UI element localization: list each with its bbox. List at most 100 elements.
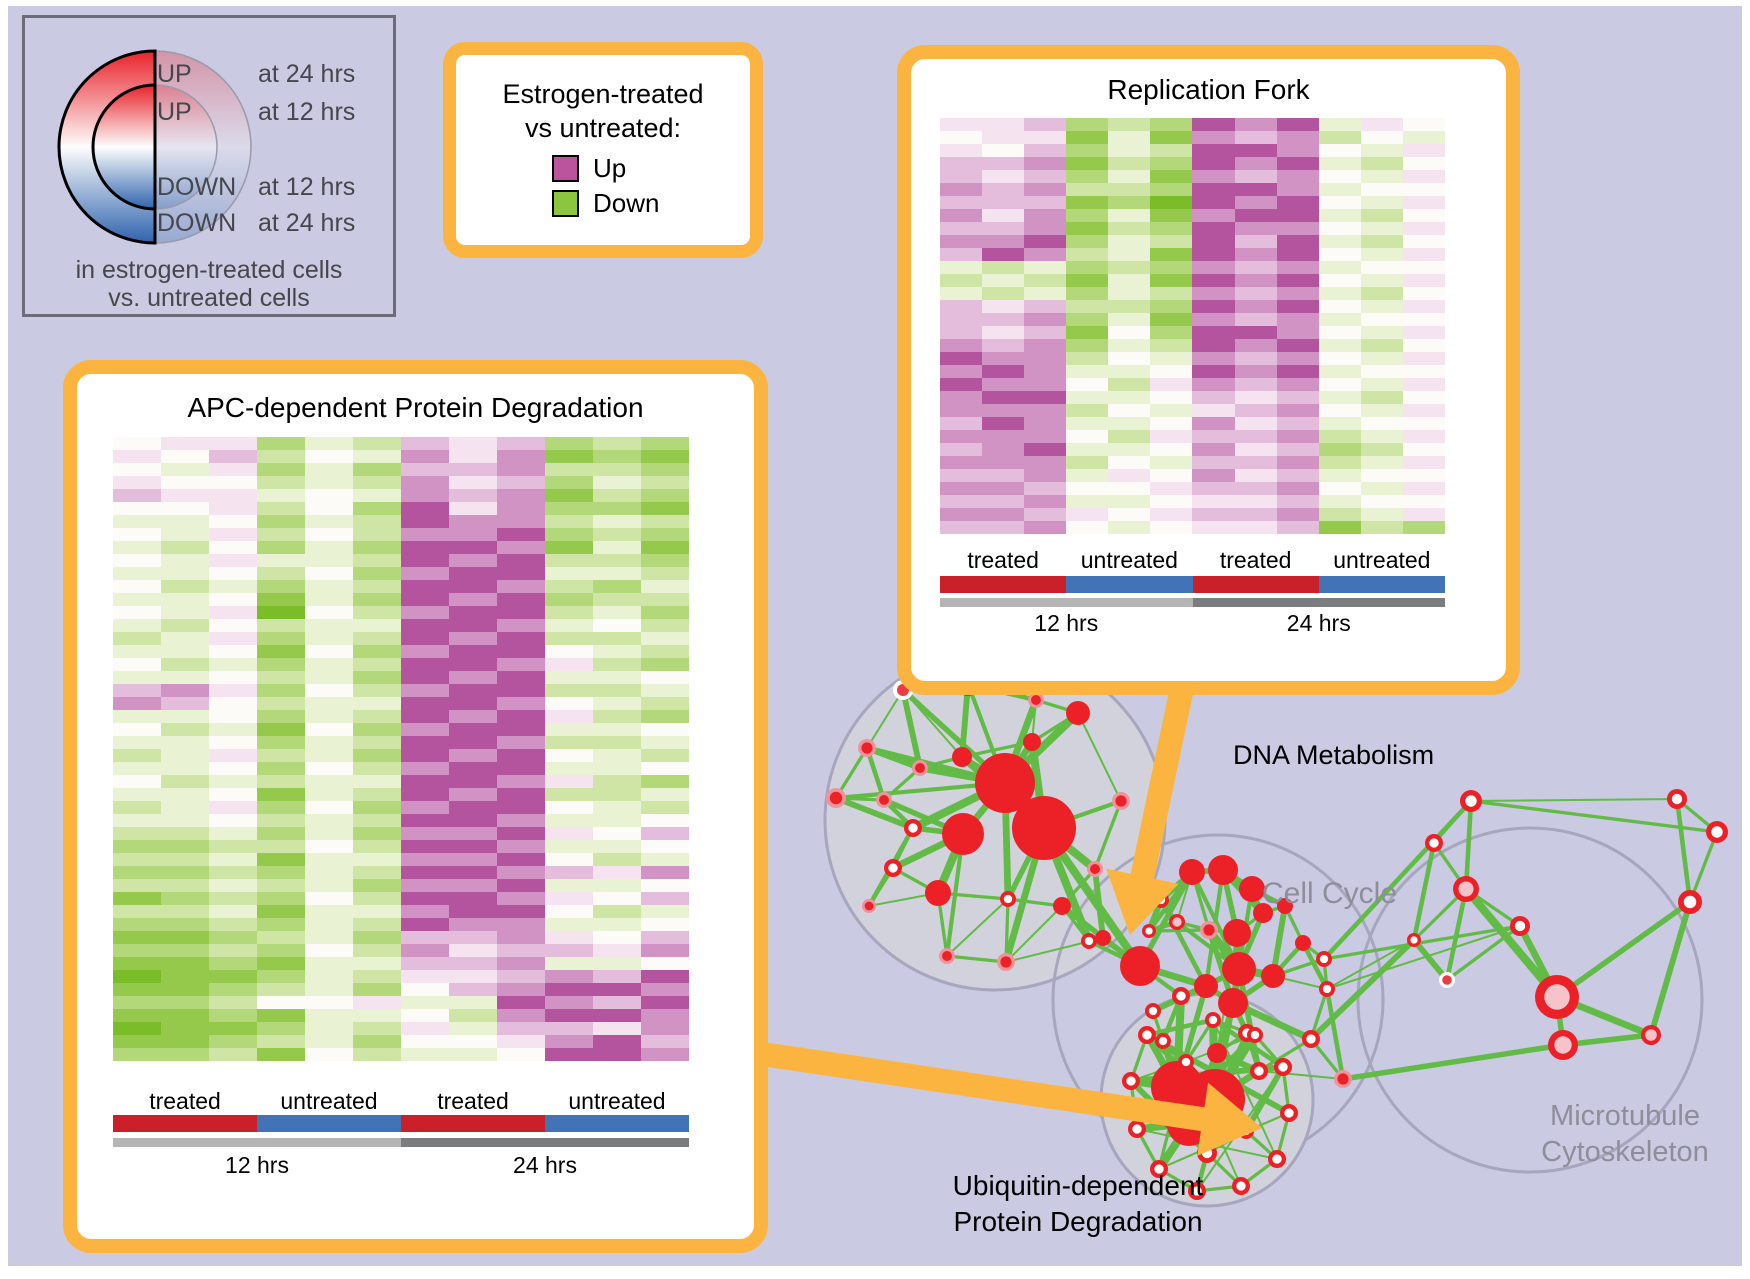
heatmap-cell bbox=[1276, 313, 1319, 326]
heatmap-cell bbox=[353, 944, 401, 957]
heatmap-cell bbox=[161, 827, 209, 840]
heatmap-cell bbox=[1318, 404, 1361, 417]
heatmap-cell bbox=[401, 580, 449, 593]
heatmap-cell bbox=[401, 567, 449, 580]
heatmap-row bbox=[113, 632, 689, 645]
heatmap-cell bbox=[257, 437, 305, 450]
heatmap-row bbox=[113, 866, 689, 879]
heatmap-cell bbox=[305, 1035, 353, 1048]
heatmap-cell bbox=[545, 866, 593, 879]
heatmap-cell bbox=[641, 996, 689, 1009]
heatmap-cell bbox=[449, 541, 497, 554]
heatmap-cell bbox=[982, 131, 1025, 144]
heatmap-cell bbox=[113, 1048, 161, 1061]
heatmap-cell bbox=[545, 541, 593, 554]
heatmap-cell bbox=[305, 1022, 353, 1035]
heatmap-cell bbox=[161, 983, 209, 996]
heatmap-cell bbox=[449, 502, 497, 515]
heatmap-cell bbox=[497, 580, 545, 593]
heatmap-cell bbox=[209, 554, 257, 567]
heatmap-cell bbox=[1066, 183, 1109, 196]
heatmap-cell bbox=[1150, 339, 1193, 352]
heatmap-cell bbox=[401, 541, 449, 554]
heatmap-cell bbox=[1150, 443, 1193, 456]
heatmap-cell bbox=[641, 684, 689, 697]
heatmap-cell bbox=[449, 944, 497, 957]
dna-metabolism-label: DNA Metabolism bbox=[1233, 740, 1435, 770]
heatmap-cell bbox=[982, 365, 1025, 378]
heatmap-cell bbox=[1108, 261, 1151, 274]
replication-fork-panel: Replication Fork treated untreated treat… bbox=[897, 45, 1520, 695]
heatmap-cell bbox=[257, 632, 305, 645]
network-node-center bbox=[1000, 956, 1012, 968]
heatmap-cell bbox=[497, 970, 545, 983]
heatmap-cell bbox=[940, 261, 983, 274]
network-edge bbox=[1077, 712, 1122, 802]
heatmap-cell bbox=[1318, 261, 1361, 274]
heatmap-cell bbox=[1276, 196, 1319, 209]
heatmap-row bbox=[113, 658, 689, 671]
heatmap-cell bbox=[641, 528, 689, 541]
heatmap-cell bbox=[545, 619, 593, 632]
heatmap-cell bbox=[1192, 157, 1235, 170]
rf-group-untreated-24: untreated bbox=[1333, 547, 1431, 573]
heatmap-cell bbox=[1360, 118, 1403, 131]
heatmap-cell bbox=[257, 970, 305, 983]
heatmap-cell bbox=[113, 567, 161, 580]
heatmap-cell bbox=[545, 723, 593, 736]
rf-timebar-24 bbox=[1192, 598, 1445, 607]
heatmap-cell bbox=[401, 515, 449, 528]
network-node-center bbox=[1544, 984, 1570, 1010]
heatmap-cell bbox=[209, 502, 257, 515]
heatmap-cell bbox=[497, 736, 545, 749]
heatmap-cell bbox=[1108, 222, 1151, 235]
heatmap-cell bbox=[1192, 170, 1235, 183]
heatmap-cell bbox=[401, 970, 449, 983]
heatmap-cell bbox=[1024, 118, 1067, 131]
heatmap-cell bbox=[982, 183, 1025, 196]
heatmap-cell bbox=[1360, 261, 1403, 274]
heatmap-cell bbox=[401, 801, 449, 814]
heatmap-cell bbox=[982, 456, 1025, 469]
heatmap-cell bbox=[353, 476, 401, 489]
heatmap-cell bbox=[161, 957, 209, 970]
heatmap-row bbox=[113, 671, 689, 684]
heatmap-cell bbox=[161, 645, 209, 658]
heatmap-row bbox=[940, 469, 1445, 482]
heatmap-cell bbox=[113, 944, 161, 957]
heatmap-cell bbox=[1024, 352, 1067, 365]
heatmap-cell bbox=[257, 944, 305, 957]
heatmap-cell bbox=[113, 489, 161, 502]
heatmap-row bbox=[113, 710, 689, 723]
heatmap-cell bbox=[1108, 144, 1151, 157]
heatmap-cell bbox=[1276, 521, 1319, 534]
network-node bbox=[1261, 964, 1285, 988]
heatmap-cell bbox=[593, 606, 641, 619]
heatmap-cell bbox=[305, 671, 353, 684]
heatmap-cell bbox=[1402, 521, 1445, 534]
heatmap-row bbox=[113, 788, 689, 801]
heatmap-cell bbox=[449, 996, 497, 1009]
heatmap-cell bbox=[982, 430, 1025, 443]
heatmap-cell bbox=[940, 196, 983, 209]
heatmap-cell bbox=[401, 489, 449, 502]
heatmap-cell bbox=[1108, 469, 1151, 482]
rf-bar-untreated-24 bbox=[1318, 576, 1445, 593]
heatmap-cell bbox=[1150, 521, 1193, 534]
heatmap-row bbox=[113, 749, 689, 762]
heatmap-cell bbox=[113, 1035, 161, 1048]
heatmap-cell bbox=[305, 814, 353, 827]
heatmap-cell bbox=[1360, 469, 1403, 482]
heatmap-cell bbox=[305, 827, 353, 840]
heatmap-cell bbox=[940, 274, 983, 287]
heatmap-cell bbox=[113, 905, 161, 918]
network-node bbox=[1208, 855, 1238, 885]
network-node-center bbox=[1284, 1108, 1294, 1118]
heatmap-cell bbox=[1402, 300, 1445, 313]
heatmap-cell bbox=[161, 1022, 209, 1035]
heatmap-cell bbox=[497, 437, 545, 450]
heatmap-cell bbox=[449, 840, 497, 853]
heatmap-cell bbox=[1150, 222, 1193, 235]
heatmap-cell bbox=[641, 827, 689, 840]
heatmap-cell bbox=[1108, 482, 1151, 495]
